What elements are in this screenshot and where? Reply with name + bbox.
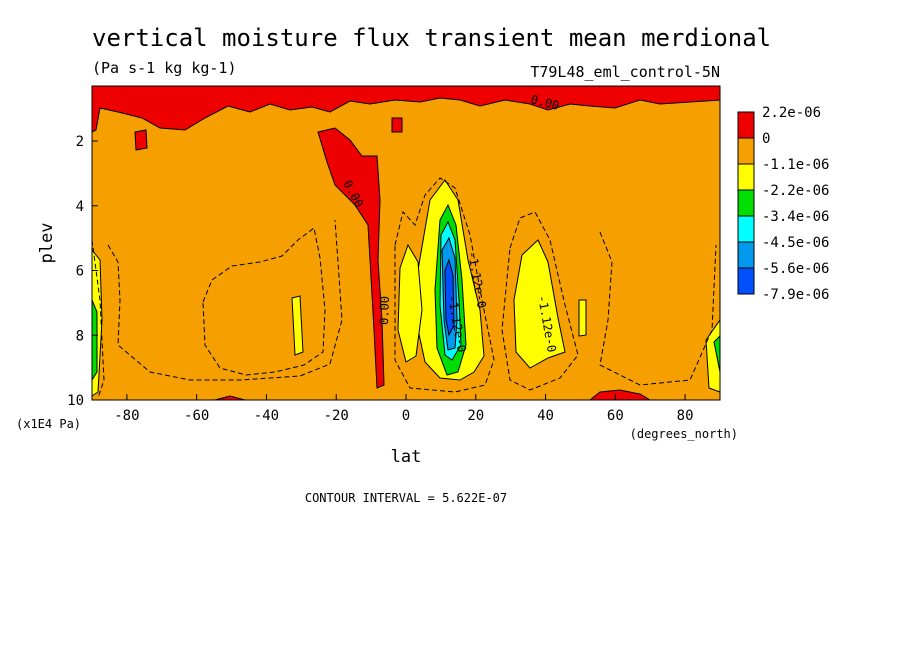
chart-title: vertical moisture flux transient mean me… — [92, 24, 771, 52]
legend-label: -7.9e-06 — [762, 287, 829, 303]
y-tick-label: 10 — [67, 393, 84, 409]
y-axis-units: (x1E4 Pa) — [16, 417, 81, 431]
legend-label: -4.5e-06 — [762, 235, 829, 251]
y-tick-label: 8 — [76, 328, 84, 344]
contour-center-outer — [394, 177, 495, 393]
x-tick-label: -20 — [324, 408, 349, 424]
legend-swatch — [737, 189, 755, 217]
contour-label: 0.00 — [529, 92, 560, 113]
chart-units: (Pa s-1 kg kg-1) — [92, 59, 237, 77]
contour-label: 0.00 — [377, 296, 392, 325]
positive-blob-left — [134, 129, 148, 151]
x-tick-label: 20 — [467, 408, 484, 424]
x-axis-units: (degrees_north) — [630, 427, 738, 441]
legend-swatch — [737, 163, 755, 191]
legend-label: -3.4e-06 — [762, 209, 829, 225]
legend-label: 2.2e-06 — [762, 105, 821, 121]
legend-label: -5.6e-06 — [762, 261, 829, 277]
contour-far-right — [599, 231, 717, 386]
y-tick-label: 4 — [76, 199, 84, 215]
legend-swatch — [737, 241, 755, 269]
x-axis-label: lat — [391, 447, 422, 467]
legend-swatch — [737, 111, 755, 139]
x-tick-label: 40 — [537, 408, 554, 424]
negative-regions — [91, 179, 721, 397]
contour-left-outer — [202, 227, 326, 376]
x-tick-label: 80 — [677, 408, 694, 424]
y-axis: 2 4 6 8 10 — [67, 134, 98, 409]
contour-left-wide — [107, 219, 343, 381]
neg-right-small-yellow — [578, 299, 587, 337]
neg-left-edge-green — [91, 299, 98, 382]
x-tick-label: -60 — [184, 408, 209, 424]
x-tick-label: 60 — [607, 408, 624, 424]
contour-right-outer — [501, 211, 579, 391]
y-tick-label: 6 — [76, 264, 84, 280]
run-label: T79L48_eml_control-5N — [530, 63, 720, 81]
x-axis: -80 -60 -40 -20 0 20 40 60 80 — [114, 394, 694, 424]
plot-area: 0.00 0.00 0.00 -1.12e-0 -1.12e-0 -1.12e-… — [91, 85, 721, 401]
legend-label: -2.2e-06 — [762, 183, 829, 199]
x-tick-label: 0 — [402, 408, 410, 424]
neg-central-darkblue — [444, 258, 455, 337]
neg-right-yellow — [513, 239, 566, 369]
colorbar-legend: 2.2e-06 0 -1.1e-06 -2.2e-06 -3.4e-06 -4.5e-06… — [737, 105, 829, 303]
legend-swatch — [737, 267, 755, 295]
positive-blob-mid — [391, 117, 403, 133]
neg-central-yellow-left — [397, 243, 423, 363]
top-positive-band — [91, 85, 721, 133]
contour-far-left — [91, 239, 105, 399]
negative-contours — [91, 177, 717, 399]
legend-label: -1.1e-06 — [762, 157, 829, 173]
legend-swatch — [737, 215, 755, 243]
legend-swatch — [737, 137, 755, 165]
contour-interval-note: CONTOUR INTERVAL = 5.622E-07 — [305, 491, 507, 505]
legend-label: 0 — [762, 131, 770, 147]
y-tick-label: 2 — [76, 134, 84, 150]
x-tick-label: -40 — [254, 408, 279, 424]
positive-tongue — [317, 127, 385, 389]
x-tick-label: -80 — [114, 408, 139, 424]
y-axis-label: plev — [37, 223, 57, 264]
neg-left-yellow — [291, 295, 304, 356]
